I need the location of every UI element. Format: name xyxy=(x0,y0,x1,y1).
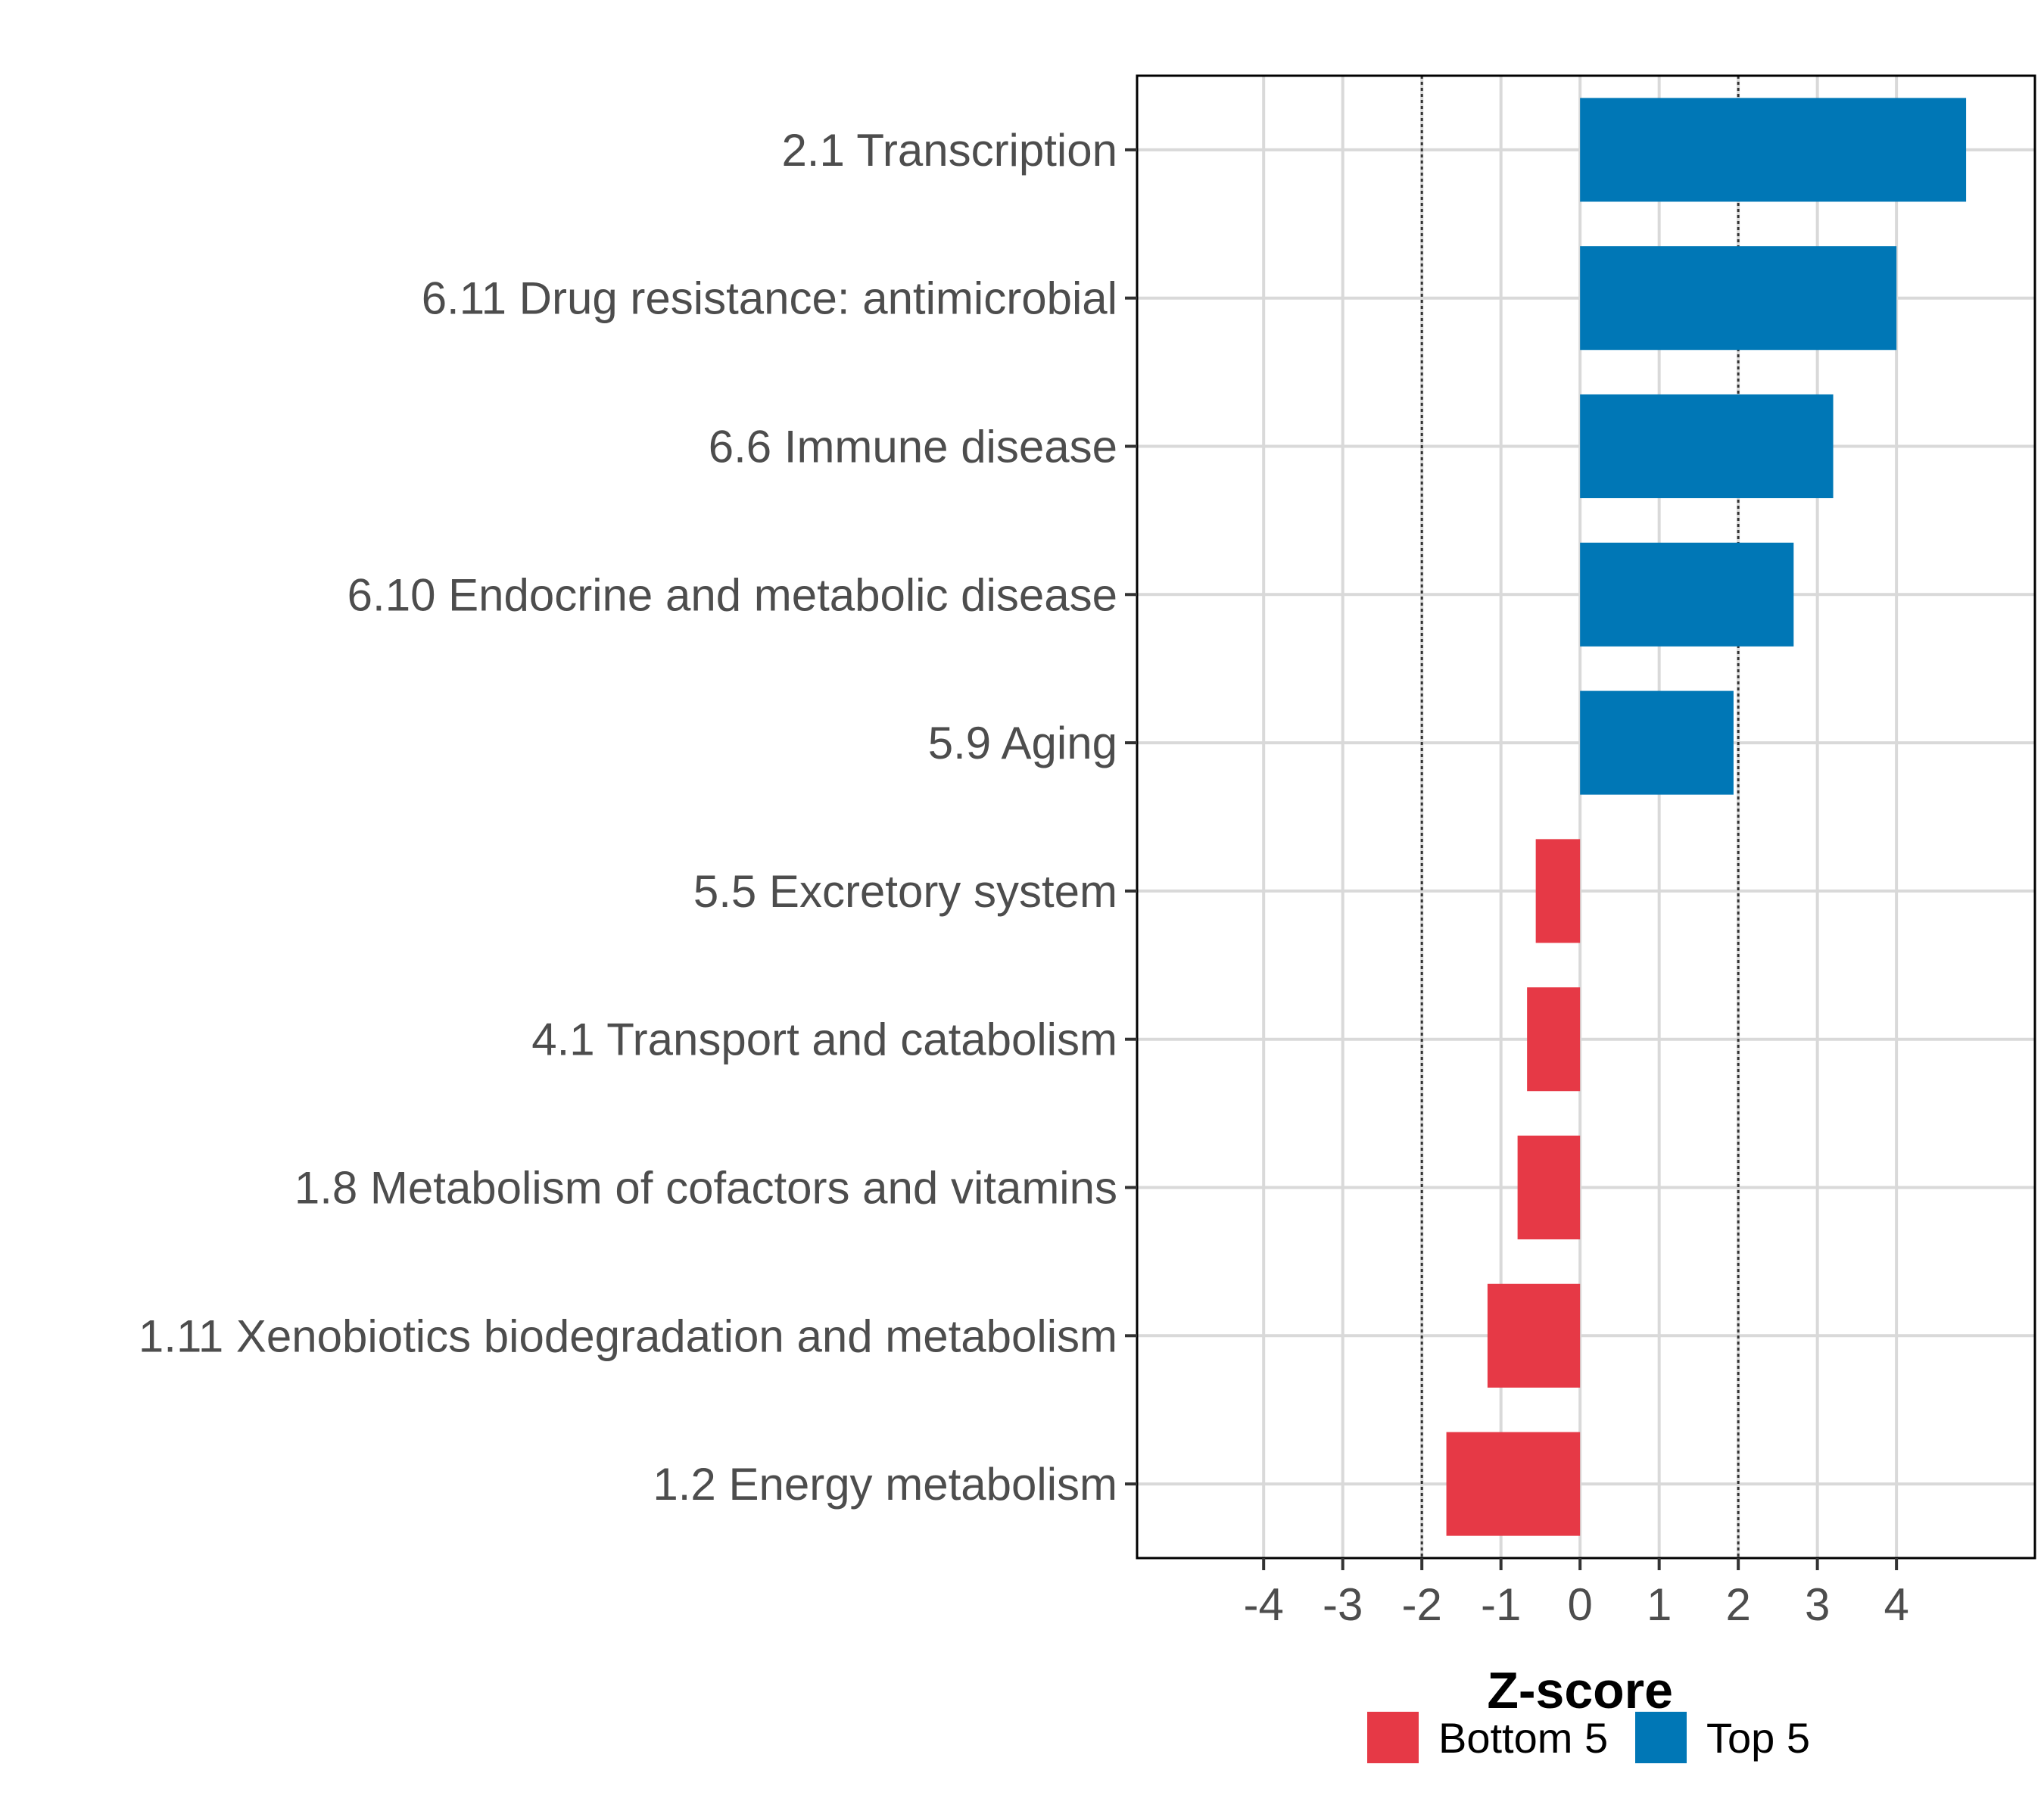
x-tick-label: 2 xyxy=(1725,1579,1750,1630)
x-tick-label: -3 xyxy=(1323,1579,1363,1630)
legend: Bottom 5 Top 5 xyxy=(1367,1712,1810,1763)
y-tick-label: 1.2 Energy metabolism xyxy=(653,1459,1117,1510)
x-axis-title: Z-score xyxy=(1487,1662,1673,1719)
legend-swatch xyxy=(1367,1712,1419,1763)
bar xyxy=(1580,394,1834,499)
bar xyxy=(1580,690,1734,795)
y-tick-label: 6.11 Drug resistance: antimicrobial xyxy=(422,273,1117,324)
bar xyxy=(1535,839,1581,943)
bar xyxy=(1580,246,1897,351)
bar xyxy=(1580,98,1967,202)
x-tick-label: 3 xyxy=(1805,1579,1830,1630)
bar xyxy=(1580,542,1794,647)
x-tick-label: 4 xyxy=(1884,1579,1908,1630)
y-tick-label: 2.1 Transcription xyxy=(781,125,1117,176)
plot-panel-border xyxy=(1136,74,2036,1560)
y-tick-label: 5.5 Excretory system xyxy=(693,866,1117,917)
y-tick-label: 5.9 Aging xyxy=(928,718,1117,768)
bar xyxy=(1446,1432,1581,1536)
legend-swatch xyxy=(1635,1712,1687,1763)
x-tick-label: -1 xyxy=(1481,1579,1521,1630)
x-tick-label: 1 xyxy=(1647,1579,1672,1630)
y-tick-label: 6.6 Immune disease xyxy=(709,422,1117,472)
axes: 2.1 Transcription 6.11 Drug resistance: a… xyxy=(139,125,1909,1630)
legend-label: Top 5 xyxy=(1706,1714,1810,1762)
x-tick-label: -4 xyxy=(1244,1579,1284,1630)
bar xyxy=(1517,1135,1581,1240)
x-tick-label: -2 xyxy=(1401,1579,1441,1630)
bars xyxy=(1446,98,1967,1536)
legend-label: Bottom 5 xyxy=(1438,1714,1608,1762)
bar xyxy=(1487,1283,1581,1388)
bar xyxy=(1527,987,1581,1092)
y-tick-label: 4.1 Transport and catabolism xyxy=(531,1014,1117,1065)
y-tick-label: 1.8 Metabolism of cofactors and vitamins xyxy=(294,1163,1117,1214)
y-tick-label: 6.10 Endocrine and metabolic disease xyxy=(347,569,1117,620)
y-tick-label: 1.11 Xenobiotics biodegradation and meta… xyxy=(139,1311,1117,1361)
reference-lines xyxy=(1420,76,1740,1558)
x-tick-label: 0 xyxy=(1567,1579,1592,1630)
